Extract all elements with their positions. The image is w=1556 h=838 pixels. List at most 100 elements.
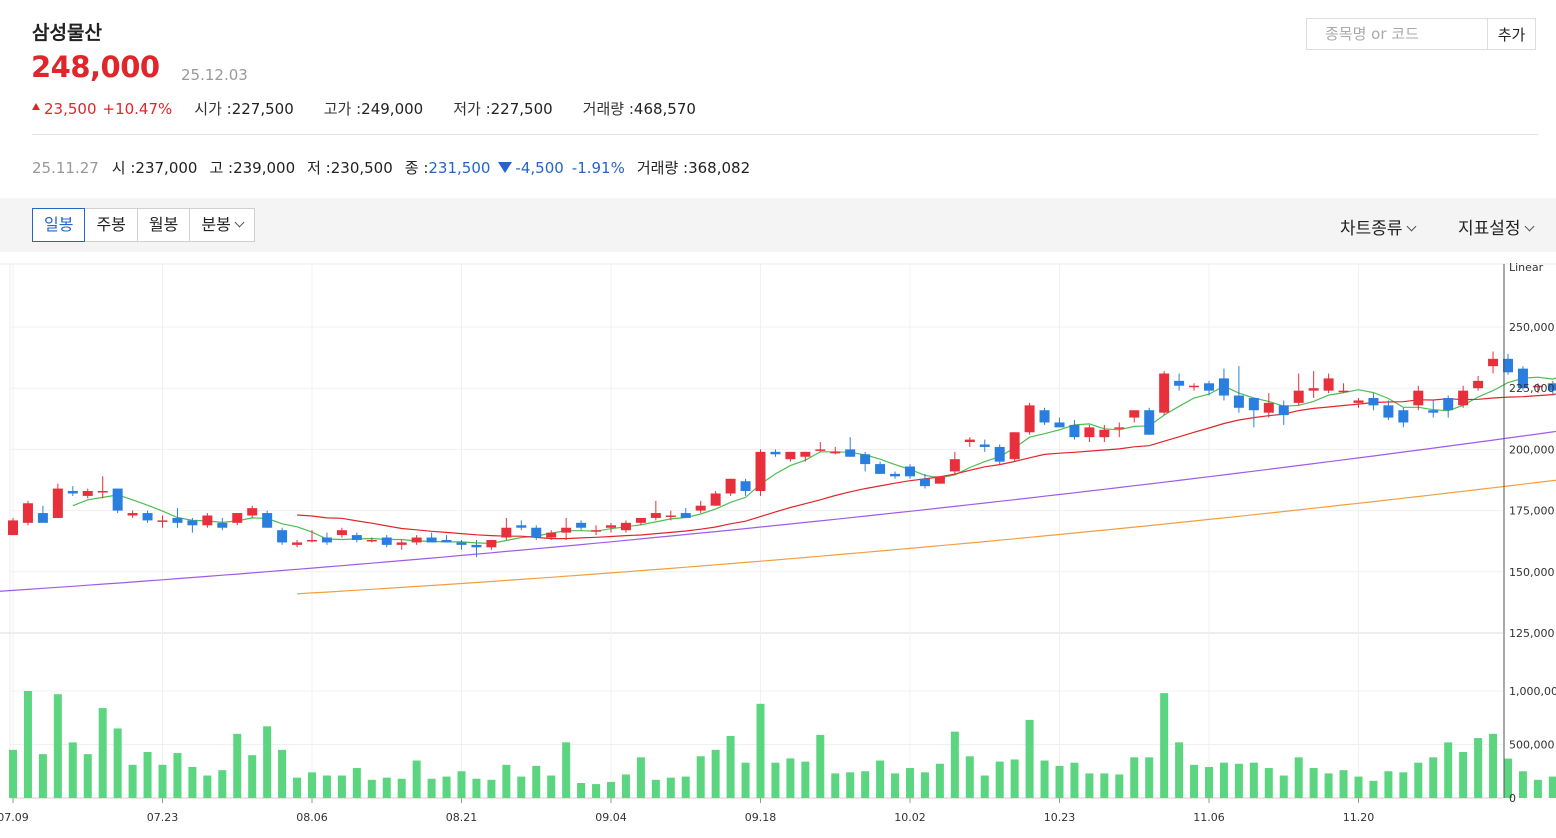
volume-bar: [233, 733, 242, 798]
candle-body: [620, 522, 631, 531]
low-value: 227,500: [490, 99, 553, 118]
volume-bar: [876, 760, 885, 798]
tab-weekly[interactable]: 주봉: [85, 209, 138, 241]
x-tick-label: 09.18: [745, 811, 777, 824]
candle-body: [815, 449, 826, 451]
add-button[interactable]: 추가: [1487, 19, 1535, 49]
candle-body: [934, 476, 945, 484]
candle-body: [680, 513, 691, 518]
volume-tick-label: 500,000: [1509, 739, 1555, 752]
x-tick-label: 10.02: [894, 811, 926, 824]
volume-bar: [1548, 776, 1556, 798]
candle-body: [606, 525, 616, 528]
volume-bar: [636, 757, 645, 798]
volume-bar: [1354, 776, 1363, 798]
volume-bar: [801, 761, 810, 798]
candle-body: [1443, 397, 1454, 411]
volume-bar: [158, 764, 167, 798]
candle-body: [1233, 395, 1244, 408]
crosshair-info-row: 25.11.27 시 : 237,000 고 : 239,000 저 : 230…: [32, 157, 750, 178]
volume-bar: [1010, 759, 1019, 798]
volume-bar: [1264, 768, 1273, 798]
x-tick-label: 10.23: [1044, 811, 1076, 824]
candle-body: [1293, 390, 1304, 403]
indicator-settings-dropdown[interactable]: 지표설정: [1458, 214, 1535, 239]
volume-bar: [397, 778, 406, 798]
candle-body: [351, 535, 362, 540]
volume-bar: [173, 753, 182, 798]
candle-body: [1114, 427, 1125, 429]
candle-body: [1054, 422, 1065, 428]
candle-body: [1024, 405, 1035, 433]
volume-bar: [816, 734, 825, 798]
volume-bar: [248, 755, 257, 798]
ma20-line: [297, 393, 1556, 540]
candle-body: [321, 537, 332, 543]
volume-bar: [1294, 757, 1303, 798]
volume-bar: [1145, 757, 1154, 798]
price-tick-label: 150,000: [1509, 566, 1555, 579]
volume-bar: [293, 777, 302, 798]
candle-body: [1503, 358, 1513, 373]
candle-body: [127, 513, 138, 516]
candle-body: [845, 449, 856, 457]
candle-body: [516, 525, 527, 528]
volume-bar: [38, 754, 47, 798]
volume-bar: [278, 749, 287, 798]
volume-bar: [861, 771, 870, 798]
volume-tick-label: 0: [1509, 792, 1516, 805]
volume-bar: [1444, 742, 1453, 798]
volume-bar: [1309, 768, 1318, 798]
volume-bar: [891, 773, 900, 798]
tab-minute[interactable]: 분봉: [190, 209, 253, 241]
price-summary-row: 23,500 +10.47% 시가 : 227,500 고가 : 249,000…: [32, 98, 696, 119]
x-tick-label: 11.20: [1343, 811, 1375, 824]
volume-bar: [352, 768, 361, 798]
volume-bar: [1489, 733, 1498, 798]
candle-body: [8, 520, 18, 536]
volume-bar: [412, 760, 421, 798]
candle-body: [366, 539, 377, 542]
chevron-down-icon: [234, 217, 245, 228]
search-input[interactable]: [1307, 19, 1487, 49]
volume-bar: [1070, 762, 1079, 798]
candle-body: [1488, 358, 1499, 367]
volume-label: 거래량 :: [582, 100, 634, 118]
candle-body: [576, 522, 587, 528]
candle-body: [202, 515, 213, 526]
indicator-label: 지표설정: [1458, 219, 1521, 239]
candle-body: [695, 505, 706, 511]
candle-body: [860, 454, 871, 465]
candle-body: [1189, 385, 1200, 388]
tab-monthly[interactable]: 월봉: [138, 209, 191, 241]
stock-chart[interactable]: Linear 250,000 225,000 200,000 175,000 150,00…: [0, 252, 1556, 838]
tab-daily[interactable]: 일봉: [32, 208, 86, 242]
hover-high: 239,000: [233, 158, 296, 177]
candle-body: [1517, 368, 1528, 389]
volume-bar: [906, 768, 914, 798]
volume-bar: [995, 761, 1004, 798]
volume-bar: [263, 726, 272, 798]
volume-bar: [1025, 719, 1034, 798]
volume-bar: [1533, 779, 1542, 798]
volume-bar: [98, 708, 107, 798]
candle-body: [471, 544, 482, 548]
chart-grid: [0, 263, 1556, 799]
candle-body: [456, 542, 467, 545]
candle-body: [217, 522, 228, 528]
stock-name: 삼성물산: [32, 22, 102, 44]
candle-body: [725, 478, 736, 494]
x-tick-label: 07.09: [0, 811, 29, 824]
hover-volume-label: 거래량 :: [636, 159, 689, 177]
candle-body: [157, 520, 168, 522]
volume-bar: [1040, 760, 1049, 798]
candle-body: [247, 508, 258, 516]
volume-bar: [786, 758, 795, 798]
candle-body: [635, 517, 646, 523]
candle-body: [979, 444, 990, 447]
chart-type-dropdown[interactable]: 차트종류: [1340, 214, 1417, 239]
volume-bar: [1115, 774, 1124, 798]
volume-bar: [1324, 773, 1333, 798]
candle-body: [1278, 405, 1289, 416]
chevron-down-icon: [1524, 221, 1535, 232]
